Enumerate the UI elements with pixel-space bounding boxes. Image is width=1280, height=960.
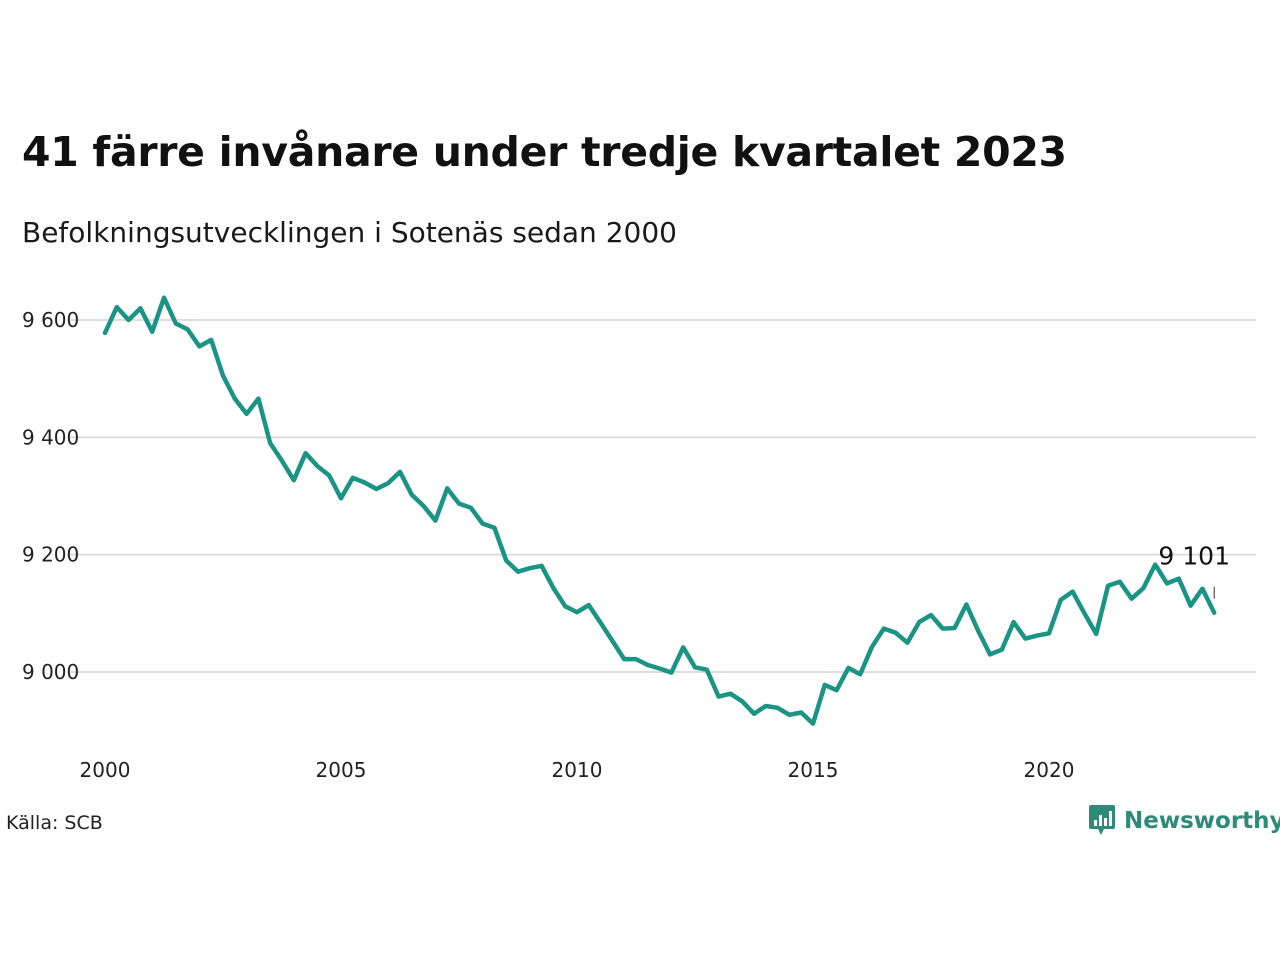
y-tick-label: 9 400 — [22, 425, 79, 449]
x-tick-label: 2015 — [788, 758, 839, 782]
x-axis-ticks: 2000 2005 2010 2015 2020 — [80, 758, 1075, 782]
x-tick-label: 2010 — [552, 758, 603, 782]
gridlines — [70, 319, 1256, 673]
x-tick-label: 2000 — [80, 758, 131, 782]
x-tick-label: 2020 — [1024, 758, 1075, 782]
x-tick-label: 2005 — [316, 758, 367, 782]
source-note: Källa: SCB — [6, 812, 103, 834]
chart-title: 41 färre invånare under tredje kvartalet… — [22, 128, 1067, 176]
series-line — [102, 295, 1217, 726]
end-value-label: 9 101 — [1158, 542, 1230, 571]
chart-subtitle: Befolkningsutvecklingen i Sotenäs sedan … — [22, 216, 677, 249]
brand-logo: Newsworthy — [1088, 804, 1280, 838]
y-tick-label: 9 600 — [22, 308, 79, 332]
y-tick-label: 9 000 — [22, 660, 79, 684]
newsworthy-logo-icon — [1089, 805, 1115, 835]
y-axis-ticks: 9 000 9 200 9 400 9 600 — [22, 308, 79, 684]
y-tick-label: 9 200 — [22, 543, 79, 567]
brand-name: Newsworthy — [1124, 808, 1280, 834]
